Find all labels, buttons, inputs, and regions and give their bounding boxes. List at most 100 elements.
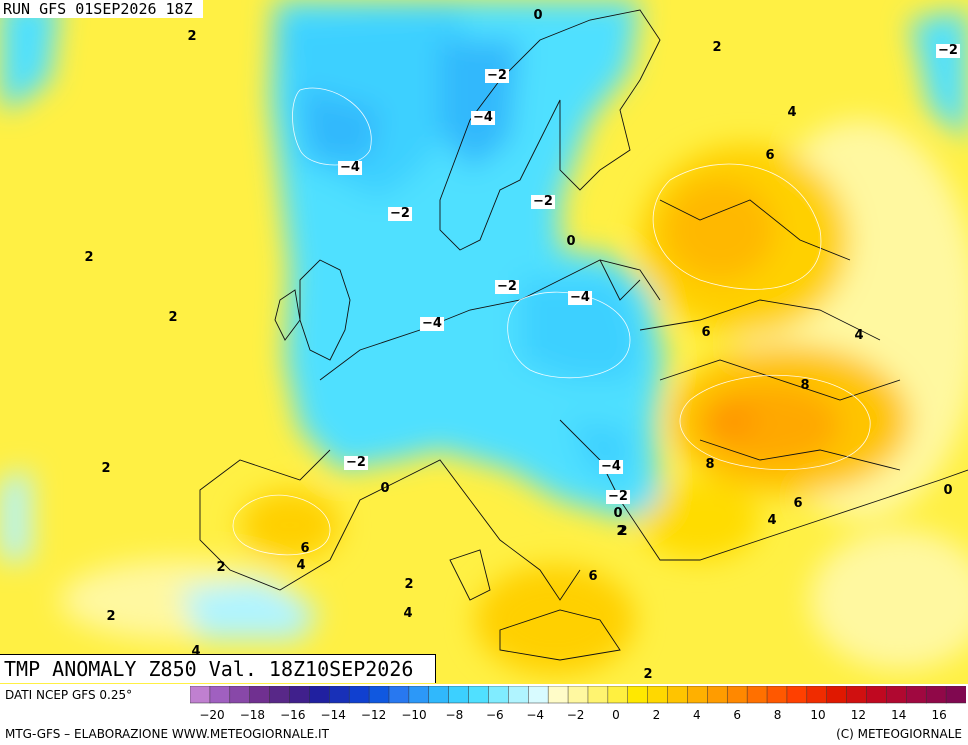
colorbar-swatch — [786, 685, 808, 704]
credit-left: MTG-GFS – ELABORAZIONE WWW.METEOGIORNALE… — [5, 727, 329, 741]
colorbar-swatch — [388, 685, 410, 704]
colorbar-tick-label: −8 — [446, 708, 464, 722]
colorbar-swatch — [766, 685, 788, 704]
contour-label: 2 — [84, 250, 94, 265]
contour-label: −4 — [338, 160, 362, 175]
contour-label: 4 — [767, 513, 777, 528]
data-source-label: DATI NCEP GFS 0.25° — [5, 688, 133, 702]
colorbar-swatch — [746, 685, 768, 704]
colorbar-tick-label: −14 — [321, 708, 346, 722]
colorbar-swatch — [269, 685, 291, 704]
contour-label: −2 — [485, 68, 509, 83]
contour-label: 6 — [765, 148, 775, 163]
contour-label: −4 — [568, 290, 592, 305]
contour-label: −2 — [606, 489, 630, 504]
contour-label: 2 — [404, 577, 414, 592]
contour-label: 4 — [191, 644, 201, 659]
colorbar-tick-label: 6 — [733, 708, 741, 722]
colorbar-swatch — [906, 685, 927, 704]
colorbar-swatch — [289, 685, 311, 704]
colorbar-tick-label: 16 — [932, 708, 947, 722]
colorbar-swatch — [368, 685, 390, 704]
colorbar-swatch — [945, 685, 967, 704]
contour-label: 6 — [701, 325, 711, 340]
contour-label: −4 — [420, 316, 444, 331]
colorbar-swatch — [726, 685, 748, 704]
colorbar-swatch — [249, 685, 271, 704]
run-title: RUN GFS 01SEP2026 18Z — [0, 0, 203, 18]
colorbar-swatch — [309, 685, 331, 704]
contour-label: 4 — [787, 105, 797, 120]
colorbar-swatch — [229, 685, 251, 704]
colorbar-swatch — [528, 685, 549, 704]
colorbar-tick-label: −4 — [526, 708, 544, 722]
colorbar-swatch — [687, 685, 709, 704]
colorbar-tick-label: −12 — [361, 708, 386, 722]
colorbar-swatch — [547, 685, 569, 704]
temperature-anomaly-map: 0 2 2 −2 −2 −4 4 6 −4 −2 −2 0 2 −2 −4 2 −4 6 4 8 2 −4 8 −2 0 −2 0 2… — [0, 0, 968, 684]
colorbar-swatch — [209, 685, 231, 704]
colorbar-swatch — [667, 685, 689, 704]
colorbar-swatch — [428, 685, 450, 704]
contour-label: 2 — [643, 667, 653, 682]
colorbar-swatch — [189, 685, 211, 704]
contour-label: 4 — [403, 606, 413, 621]
colorbar-tick-label: 4 — [693, 708, 701, 722]
colorbar-swatch — [925, 685, 947, 704]
colorbar-swatch — [866, 685, 888, 704]
colorbar-swatch — [826, 685, 848, 704]
colorbar-tick-label: 14 — [891, 708, 906, 722]
contour-label: −2 — [495, 279, 519, 294]
map-title: TMP ANOMALY Z850 Val. 18Z10SEP2026 — [0, 654, 436, 683]
contour-label: 2 — [216, 560, 226, 575]
colorbar-tick-label: 2 — [653, 708, 661, 722]
contour-label: 2 — [616, 524, 626, 539]
contour-label: 4 — [854, 328, 864, 343]
colorbar-swatch — [468, 685, 490, 704]
contour-label: 0 — [943, 483, 953, 498]
contour-label: 6 — [793, 496, 803, 511]
colorbar-legend: −20−18−16−14−12−10−8−6−4−202468101214162… — [189, 685, 967, 722]
credit-right: (C) METEOGIORNALE — [836, 727, 962, 741]
colorbar-tick-label: 8 — [774, 708, 782, 722]
contour-label: 0 — [613, 506, 623, 521]
contour-label: −2 — [936, 43, 960, 58]
colorbar-swatch — [348, 685, 370, 704]
colorbar-swatch — [587, 685, 609, 704]
contour-label: −4 — [599, 459, 623, 474]
colorbar-tick-label: −2 — [567, 708, 585, 722]
colorbar-tick-label: −6 — [486, 708, 504, 722]
contour-label: 2 — [106, 609, 116, 624]
contour-label: 2 — [712, 40, 722, 55]
contour-label: 2 — [187, 29, 197, 44]
contour-label: 0 — [380, 481, 390, 496]
colorbar-swatch — [627, 685, 649, 704]
contour-label: 2 — [618, 524, 628, 539]
contour-label: 8 — [705, 457, 715, 472]
contour-label: −4 — [471, 110, 495, 125]
colorbar-tick-label: −16 — [280, 708, 305, 722]
colorbar-tick-label: −18 — [240, 708, 265, 722]
contour-label: 4 — [296, 558, 306, 573]
colorbar-swatch — [508, 685, 530, 704]
contour-label: −2 — [344, 455, 368, 470]
colorbar-swatch — [846, 685, 868, 704]
colorbar-tick-label: 12 — [851, 708, 866, 722]
colorbar-tick-label: 0 — [612, 708, 620, 722]
contour-label: −2 — [388, 206, 412, 221]
colorbar-tick-label: −20 — [199, 708, 224, 722]
colorbar-swatch — [408, 685, 430, 704]
colorbar-swatch — [806, 685, 828, 704]
colorbar-tick-label: −10 — [401, 708, 426, 722]
colorbar-swatch — [567, 685, 589, 704]
colorbar-swatch — [647, 685, 669, 704]
colorbar-tick-label: 10 — [810, 708, 825, 722]
contour-label: 6 — [300, 541, 310, 556]
contour-label: 2 — [168, 310, 178, 325]
colorbar-swatch — [707, 685, 728, 704]
colorbar-swatch — [607, 685, 629, 704]
contour-label: 0 — [533, 8, 543, 23]
colorbar-swatch — [448, 685, 470, 704]
contour-label: 6 — [588, 569, 598, 584]
contour-label: 2 — [101, 461, 111, 476]
